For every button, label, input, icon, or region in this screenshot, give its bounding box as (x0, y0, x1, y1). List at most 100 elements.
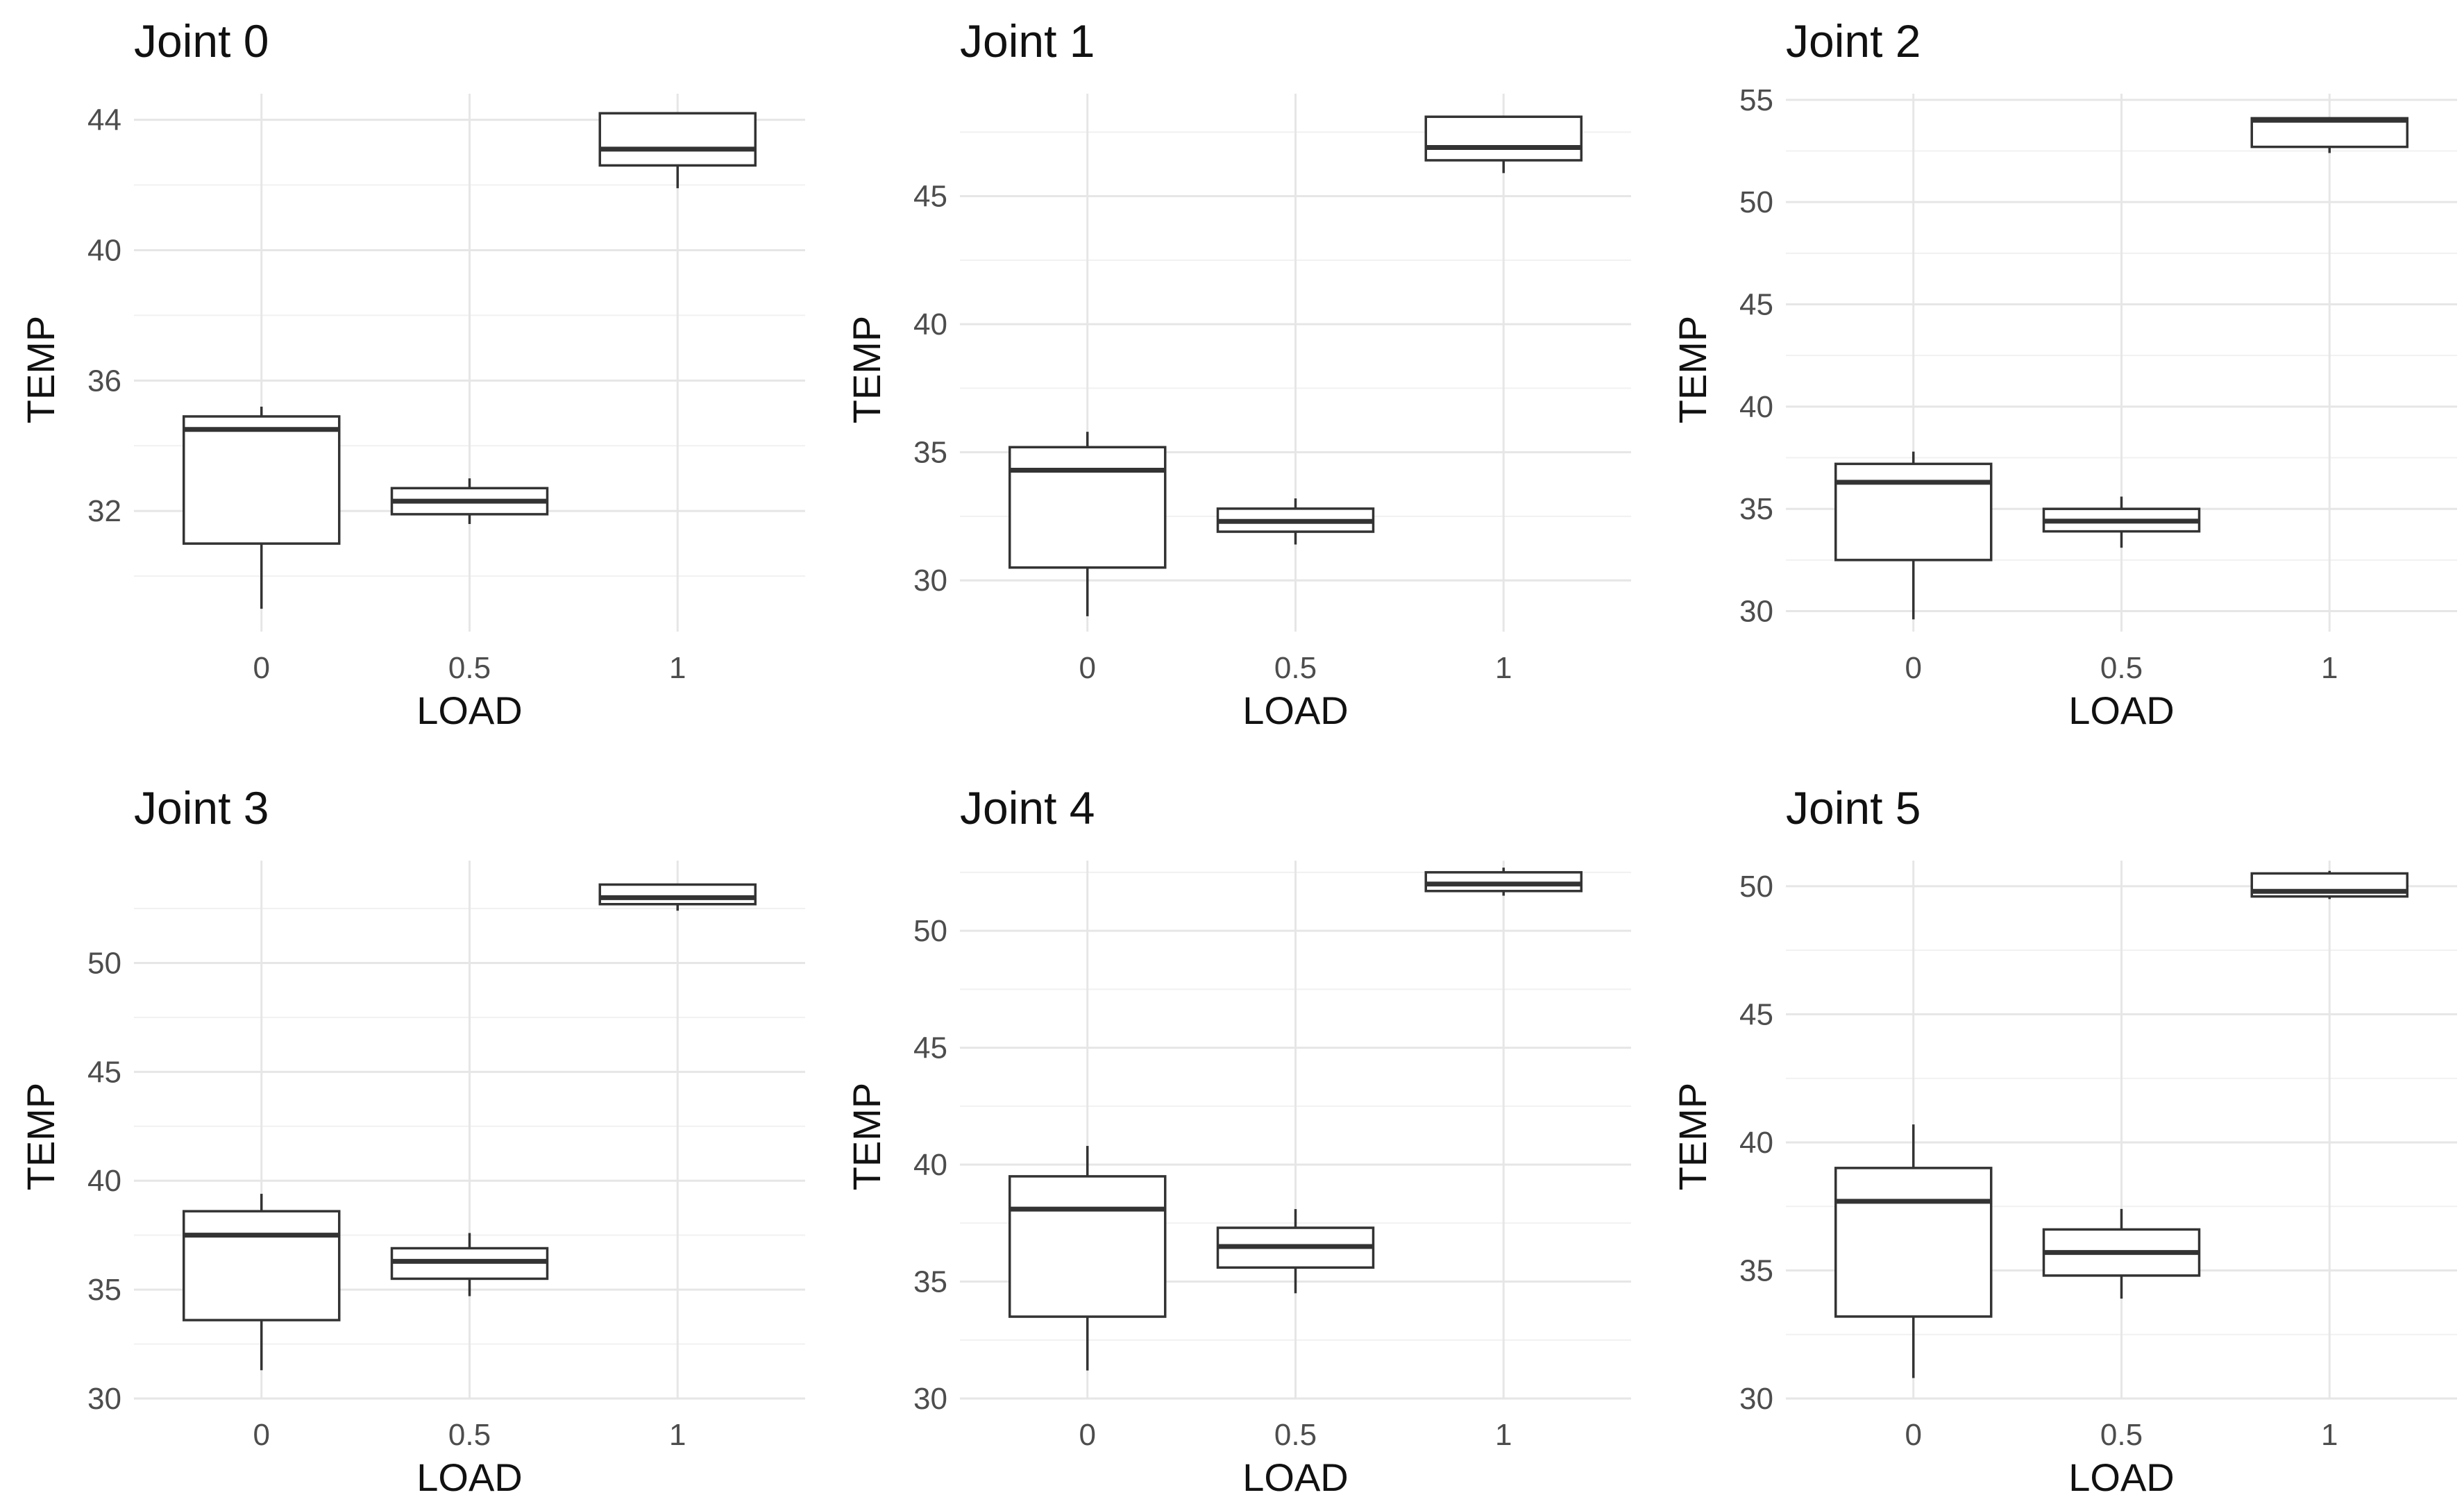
panel-title: Joint 5 (1786, 782, 1921, 834)
iqr-box (1008, 1175, 1167, 1318)
iqr-box (598, 883, 757, 906)
box-load-1 (598, 883, 757, 911)
x-tick-label: 0 (1079, 1418, 1095, 1452)
iqr-box (1008, 446, 1167, 569)
y-tick-label: 32 (87, 494, 121, 528)
y-tick-label: 50 (87, 946, 121, 980)
iqr-box (1424, 115, 1583, 162)
y-tick-label: 30 (1739, 595, 1773, 629)
x-axis-title: LOAD (416, 688, 523, 732)
y-tick-label: 40 (87, 233, 121, 267)
x-tick-label: 0 (1905, 1418, 1921, 1452)
x-tick-label: 0 (1079, 651, 1095, 685)
panel-title: Joint 2 (1786, 15, 1921, 67)
x-axis-title: LOAD (416, 1455, 523, 1499)
y-tick-label: 35 (913, 436, 947, 470)
panel-joint-1: 30 35 40 45 0 0.5 1 Joint 1 LOAD TEMP (845, 15, 1631, 732)
x-tick-label: 1 (1495, 1418, 1512, 1452)
box-load-1 (1424, 115, 1583, 174)
y-tick-label: 36 (87, 364, 121, 398)
y-tick-label: 30 (913, 564, 947, 598)
panel-joint-0: 32 36 40 44 0 0.5 1 Joint 0 LOAD TEMP (19, 15, 805, 732)
y-tick-label: 40 (913, 1148, 947, 1182)
box-load-1 (598, 112, 757, 189)
x-tick-label: 0.5 (448, 1418, 491, 1452)
y-axis-title: TEMP (19, 316, 62, 424)
y-axis-title: TEMP (1671, 1083, 1714, 1191)
box-load-0.5 (390, 478, 549, 524)
box-load-0.5 (2042, 1208, 2201, 1299)
y-tick-label: 45 (1739, 288, 1773, 322)
y-tick-label: 40 (1739, 390, 1773, 424)
x-tick-label: 1 (669, 1418, 686, 1452)
iqr-box (182, 415, 341, 545)
y-tick-label: 30 (1739, 1382, 1773, 1416)
box-load-0.5 (1216, 1209, 1375, 1294)
panel-joint-5: 30 35 40 45 50 0 0.5 1 Joint 5 LOAD TEMP (1671, 782, 2457, 1499)
x-tick-label: 1 (1495, 651, 1512, 685)
y-tick-label: 40 (87, 1164, 121, 1198)
x-tick-label: 0.5 (2100, 651, 2143, 685)
x-tick-label: 1 (2321, 651, 2338, 685)
box-load-0.5 (2042, 496, 2201, 548)
x-tick-label: 0.5 (2100, 1418, 2143, 1452)
panel-title: Joint 0 (134, 15, 269, 67)
box-load-1 (2250, 870, 2409, 899)
panel-joint-2: 30 35 40 45 50 55 0 0.5 1 Joint 2 LOAD TEMP (1671, 15, 2457, 732)
y-tick-label: 50 (913, 914, 947, 948)
panel-title: Joint 3 (134, 782, 269, 834)
y-tick-label: 40 (913, 307, 947, 341)
x-tick-label: 1 (2321, 1418, 2338, 1452)
y-tick-label: 45 (1739, 997, 1773, 1031)
x-tick-label: 0 (253, 1418, 269, 1452)
box-load-0 (1834, 1124, 1993, 1378)
y-tick-label: 50 (1739, 185, 1773, 219)
x-axis-title: LOAD (2068, 688, 2175, 732)
y-tick-label: 50 (1739, 870, 1773, 904)
panel-title: Joint 4 (960, 782, 1095, 834)
iqr-box (1834, 462, 1993, 561)
y-axis-title: TEMP (1671, 316, 1714, 424)
y-tick-label: 44 (87, 103, 121, 137)
box-load-1 (2250, 117, 2409, 153)
iqr-box (182, 1210, 341, 1321)
box-load-0 (182, 406, 341, 609)
y-tick-label: 35 (913, 1265, 947, 1299)
box-load-0 (1008, 432, 1167, 616)
y-tick-label: 45 (87, 1055, 121, 1089)
x-tick-label: 0 (253, 651, 269, 685)
iqr-box (1834, 1167, 1993, 1318)
panel-title: Joint 1 (960, 15, 1095, 67)
box-load-0.5 (1216, 498, 1375, 545)
y-tick-label: 45 (913, 180, 947, 214)
panel-joint-3: 30 35 40 45 50 0 0.5 1 Joint 3 LOAD TEMP (19, 782, 805, 1499)
x-tick-label: 1 (669, 651, 686, 685)
y-tick-label: 45 (913, 1031, 947, 1065)
y-tick-label: 40 (1739, 1126, 1773, 1160)
box-load-1 (1424, 868, 1583, 896)
y-tick-label: 30 (87, 1382, 121, 1416)
iqr-box (598, 112, 757, 167)
x-axis-title: LOAD (2068, 1455, 2175, 1499)
box-load-0 (1008, 1146, 1167, 1371)
y-tick-label: 35 (1739, 492, 1773, 526)
x-axis-title: LOAD (1242, 688, 1349, 732)
panel-joint-4: 30 35 40 45 50 0 0.5 1 Joint 4 LOAD TEMP (845, 782, 1631, 1499)
x-tick-label: 0 (1905, 651, 1921, 685)
y-tick-label: 55 (1739, 83, 1773, 117)
box-load-0.5 (390, 1233, 549, 1296)
iqr-box (2250, 117, 2409, 149)
box-load-0 (1834, 451, 1993, 620)
x-tick-label: 0.5 (1274, 651, 1317, 685)
x-axis-title: LOAD (1242, 1455, 1349, 1499)
x-tick-label: 0.5 (1274, 1418, 1317, 1452)
y-tick-label: 30 (913, 1382, 947, 1416)
y-tick-label: 35 (1739, 1253, 1773, 1287)
y-tick-label: 35 (87, 1273, 121, 1307)
y-axis-title: TEMP (845, 316, 888, 424)
box-load-0 (182, 1194, 341, 1371)
y-axis-title: TEMP (845, 1083, 888, 1191)
y-axis-title: TEMP (19, 1083, 62, 1191)
x-tick-label: 0.5 (448, 651, 491, 685)
